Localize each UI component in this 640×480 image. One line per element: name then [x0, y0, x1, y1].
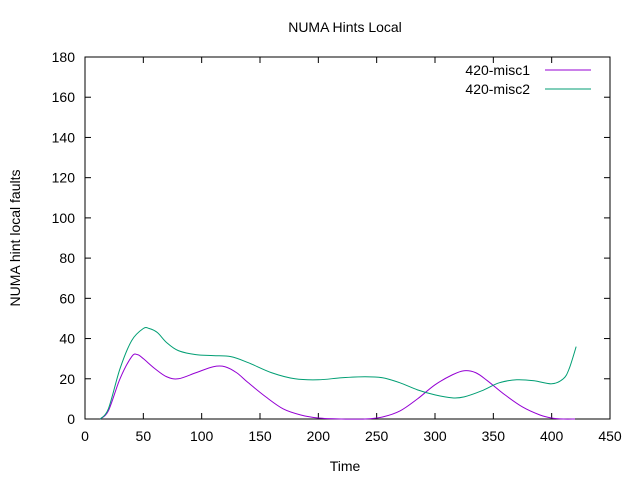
chart-title: NUMA Hints Local: [288, 19, 402, 35]
x-tick-label: 50: [136, 428, 152, 444]
y-tick-label: 20: [59, 371, 75, 387]
y-tick-label: 120: [52, 170, 76, 186]
legend-label: 420-misc2: [465, 81, 530, 97]
y-tick-label: 100: [52, 210, 76, 226]
x-axis-label: Time: [330, 458, 361, 474]
legend: 420-misc1 420-misc2: [465, 62, 591, 97]
y-axis-ticks: 0 20 40 60 80 100 120 140 160 180: [52, 49, 610, 427]
x-axis-ticks: 0 50 100 150 200 250 300 350 400 450: [81, 57, 622, 444]
series-lines: [99, 326, 577, 420]
plot-frame: [84, 56, 611, 420]
series-line-2: [99, 326, 577, 420]
series-line-1: [99, 353, 576, 420]
x-tick-label: 0: [81, 428, 89, 444]
x-tick-label: 150: [248, 428, 272, 444]
y-tick-label: 80: [59, 250, 75, 266]
x-tick-label: 100: [190, 428, 214, 444]
y-tick-label: 40: [59, 331, 75, 347]
x-tick-label: 250: [365, 428, 389, 444]
y-tick-label: 160: [52, 89, 76, 105]
y-tick-label: 180: [52, 49, 76, 65]
legend-label: 420-misc1: [465, 62, 530, 78]
y-tick-label: 0: [67, 411, 75, 427]
x-tick-label: 300: [423, 428, 447, 444]
y-tick-label: 140: [52, 129, 76, 145]
y-axis-label: NUMA hint local faults: [7, 170, 23, 307]
x-tick-label: 400: [540, 428, 564, 444]
y-tick-label: 60: [59, 290, 75, 306]
x-tick-label: 350: [482, 428, 506, 444]
x-tick-label: 450: [598, 428, 622, 444]
x-tick-label: 200: [307, 428, 331, 444]
